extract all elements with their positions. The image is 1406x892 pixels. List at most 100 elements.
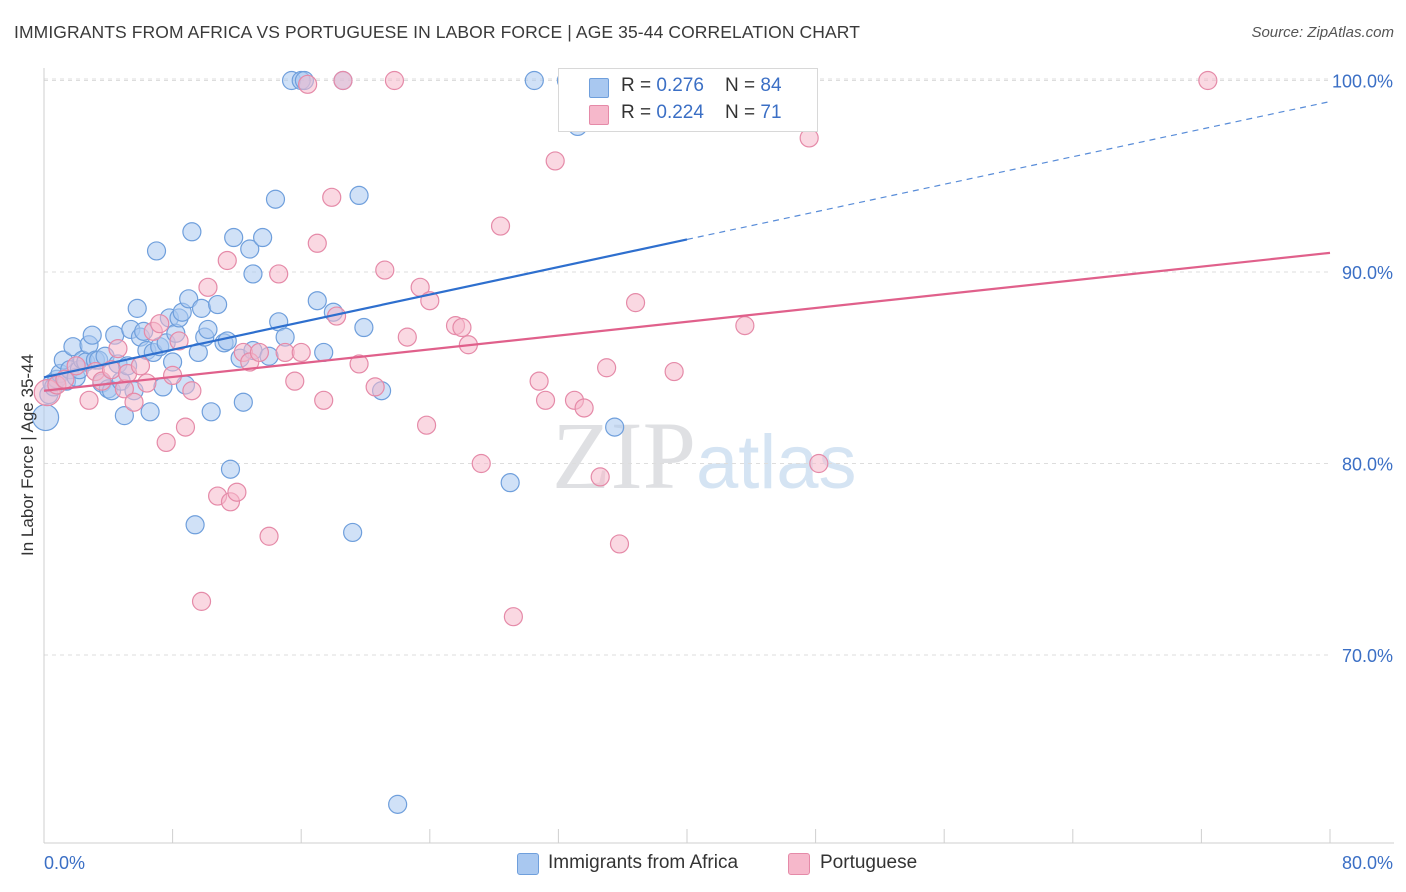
africa-point: [354, 317, 374, 338]
africa-point: [500, 473, 520, 493]
africa-point: [191, 298, 212, 318]
portuguese-point: [182, 381, 202, 401]
legend-n-label: N =: [725, 102, 761, 123]
portuguese-point: [137, 373, 157, 393]
portuguese-point: [529, 371, 549, 391]
portuguese-point: [735, 316, 755, 336]
legend-r-value: 0.276: [656, 75, 704, 96]
legend-swatch-africa: [589, 78, 609, 98]
africa-point: [217, 331, 237, 351]
y-tick-label: 70.0%: [1342, 646, 1393, 666]
bottom-legend-swatch-portuguese: [788, 853, 810, 875]
africa-point: [388, 794, 408, 814]
portuguese-point: [259, 526, 279, 546]
watermark-zip: ZIP: [552, 402, 696, 509]
africa-point: [201, 402, 221, 422]
portuguese-point: [175, 417, 196, 437]
africa-point: [220, 459, 241, 479]
africa-point: [179, 289, 199, 309]
portuguese-point: [664, 361, 684, 382]
africa-point: [243, 264, 263, 284]
legend-n-label: N =: [725, 75, 761, 96]
portuguese-point: [124, 392, 144, 412]
portuguese-point: [545, 151, 565, 171]
africa-point: [314, 342, 334, 363]
legend-r-label: R =: [621, 102, 657, 123]
portuguese-point: [156, 432, 176, 453]
africa-point: [240, 239, 260, 259]
portuguese-point: [291, 342, 311, 363]
bottom-legend-portuguese: Portuguese: [820, 852, 918, 873]
portuguese-point: [198, 277, 218, 297]
y-tick-label: 100.0%: [1332, 72, 1393, 92]
portuguese-point: [490, 216, 511, 236]
watermark: ZIPatlas: [552, 400, 857, 511]
portuguese-point: [108, 339, 128, 359]
africa-trend-line: [43, 238, 688, 379]
africa-point: [198, 319, 218, 340]
portuguese-trend-line: [43, 251, 1331, 392]
portuguese-point: [452, 317, 472, 338]
portuguese-point: [322, 187, 342, 207]
portuguese-point: [191, 591, 212, 611]
africa-point: [265, 189, 286, 209]
portuguese-point: [416, 415, 437, 435]
portuguese-point: [625, 293, 646, 313]
africa-point: [253, 227, 273, 248]
watermark-atlas: atlas: [696, 420, 857, 505]
legend-row-portuguese: R = 0.224 N = 71: [621, 102, 782, 124]
legend-n-value: 84: [760, 75, 782, 96]
bottom-legend-africa: Immigrants from Africa: [548, 852, 739, 873]
portuguese-point: [169, 331, 189, 351]
portuguese-point: [275, 342, 295, 363]
africa-point: [114, 406, 134, 426]
portuguese-point: [79, 390, 99, 410]
correlation-legend: R = 0.276 N = 84 R = 0.224 N = 71: [558, 68, 818, 132]
portuguese-point: [365, 377, 385, 397]
legend-row-africa: R = 0.276 N = 84: [621, 75, 782, 97]
africa-point: [233, 392, 253, 412]
portuguese-point: [249, 342, 270, 363]
africa-point: [127, 298, 147, 318]
portuguese-point: [597, 358, 617, 378]
africa-point: [605, 417, 625, 437]
x-tick-label: 0.0%: [44, 853, 85, 873]
portuguese-point: [535, 390, 556, 410]
africa-point: [307, 291, 327, 311]
y-axis-label: In Labor Force | Age 35-44: [18, 354, 37, 556]
chart-source: Source: ZipAtlas.com: [1251, 24, 1394, 41]
portuguese-point: [609, 534, 630, 554]
portuguese-point: [574, 398, 594, 418]
portuguese-point: [397, 327, 417, 347]
africa-point: [146, 241, 167, 261]
africa-point: [524, 70, 544, 91]
legend-r-label: R =: [621, 75, 657, 96]
portuguese-point: [150, 314, 170, 334]
portuguese-point: [503, 607, 523, 627]
portuguese-point: [471, 453, 491, 474]
africa-point: [82, 325, 102, 345]
portuguese-point: [130, 356, 151, 376]
y-tick-label: 90.0%: [1342, 263, 1393, 283]
portuguese-point: [333, 70, 353, 91]
y-tick-label: 80.0%: [1342, 455, 1393, 475]
portuguese-point: [217, 250, 237, 271]
portuguese-point: [285, 371, 305, 391]
bottom-legend-swatch-africa: [517, 853, 539, 875]
africa-point: [208, 294, 228, 315]
legend-r-value: 0.224: [656, 102, 704, 123]
legend-n-value: 71: [760, 102, 782, 123]
portuguese-point: [349, 354, 369, 374]
chart-title: IMMIGRANTS FROM AFRICA VS PORTUGUESE IN …: [14, 22, 860, 42]
x-tick-label: 80.0%: [1342, 853, 1393, 873]
africa-point: [343, 522, 363, 543]
africa-point: [349, 185, 369, 205]
portuguese-point: [375, 260, 395, 280]
portuguese-point: [269, 264, 289, 284]
portuguese-point: [298, 74, 318, 94]
portuguese-point: [307, 233, 327, 253]
africa-point: [182, 222, 202, 242]
africa-point: [185, 515, 205, 535]
portuguese-point: [314, 390, 334, 410]
